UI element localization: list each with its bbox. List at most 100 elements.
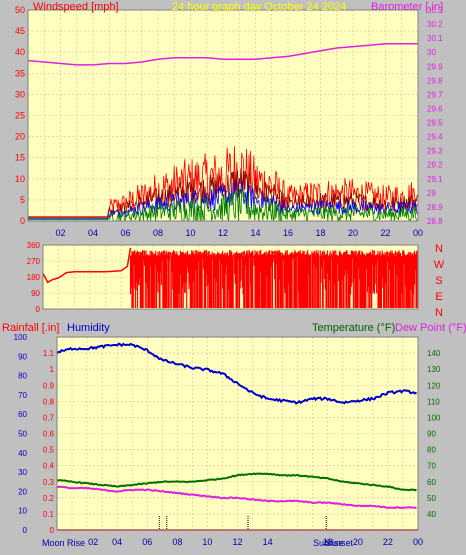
barometer-tick-label: 30.1 [427, 34, 443, 43]
humidity-tick-label: 70 [18, 391, 27, 400]
compass-label: N [435, 307, 443, 319]
windspeed-tick-label: 25 [15, 111, 25, 121]
x-tick-label: 08 [172, 537, 182, 547]
windspeed-axis-label: Windspeed [mph] [33, 1, 119, 13]
barometer-tick-label: 28.8 [427, 217, 443, 226]
temperature-axis-label: Temperature (°F) [312, 322, 395, 334]
rainfall-tick-label: 0 [50, 526, 55, 535]
windspeed-tick-label: 45 [15, 26, 25, 36]
barometer-tick-label: 29.2 [427, 161, 443, 170]
windspeed-tick-label: 15 [15, 153, 25, 163]
temperature-tick-label: 70 [427, 462, 436, 471]
wind-direction-axis-ticks: 360 270 180 90 0 [27, 241, 41, 314]
x-tick-label: 20 [353, 537, 363, 547]
barometer-tick-label: 29.5 [427, 119, 443, 128]
temperature-tick-label: 130 [427, 365, 441, 374]
wind-direction-frame [42, 244, 419, 310]
direction-tick-label: 180 [27, 273, 41, 282]
humidity-tick-label: 100 [14, 333, 28, 342]
x-tick-label: 04 [88, 228, 98, 238]
event-markers [158, 516, 327, 530]
rainfall-axis-ticks: 1.1 1 0.9 0.8 0.7 0.6 0.5 0.4 0.3 0.2 0.1 0 [43, 349, 55, 535]
x-tick-label: 08 [153, 228, 163, 238]
barometer-tick-label: 29.9 [427, 62, 443, 71]
barometer-axis-label: Barometer [.in] [371, 1, 443, 13]
temperature-tick-label: 90 [427, 430, 436, 439]
windspeed-tick-label: 35 [15, 68, 25, 78]
barometer-tick-label: 29.8 [427, 76, 443, 85]
humidity-tick-label: 20 [18, 487, 27, 496]
temperature-line [56, 472, 417, 492]
barometer-tick-label: 29.1 [427, 175, 443, 184]
rainfall-axis-label: Rainfall [.in] [2, 322, 59, 334]
barometer-line [27, 43, 418, 66]
wind-green-line [28, 188, 418, 223]
rain-humidity-temp-frame [56, 336, 419, 531]
rainfall-tick-label: 0.2 [43, 494, 55, 503]
barometer-tick-label: 28.9 [427, 203, 443, 212]
barometer-tick-label: 30.2 [427, 20, 443, 29]
barometer-tick-label: 30 [427, 48, 436, 57]
rainfall-tick-label: 0.7 [43, 413, 55, 422]
x-tick-label: 00 [413, 537, 423, 547]
humidity-tick-label: 80 [18, 372, 27, 381]
x-tick-label: 20 [348, 228, 358, 238]
temperature-tick-label: 100 [427, 413, 441, 422]
humidity-tick-label: 50 [18, 430, 27, 439]
x-tick-label: 04 [112, 537, 122, 547]
x-tick-label: 00 [413, 228, 423, 238]
rainfall-tick-label: 0.3 [43, 478, 55, 487]
temperature-tick-label: 60 [427, 478, 436, 487]
humidity-tick-label: 0 [23, 526, 28, 535]
windspeed-tick-label: 50 [15, 5, 25, 15]
x-tick-label: 10 [202, 537, 212, 547]
direction-tick-label: 0 [36, 305, 41, 314]
direction-tick-label: 90 [31, 289, 40, 298]
wind-baro-x-ticks: 02 04 06 08 10 12 14 16 18 20 22 00 [55, 228, 423, 238]
x-tick-label: 12 [232, 537, 242, 547]
x-tick-label: 10 [185, 228, 195, 238]
windspeed-tick-label: 30 [15, 89, 25, 99]
compass-label: S [435, 275, 442, 287]
temperature-tick-label: 120 [427, 381, 441, 390]
x-tick-label: 02 [55, 228, 65, 238]
windspeed-tick-label: 5 [20, 195, 25, 205]
barometer-tick-label: 30.3 [427, 6, 443, 15]
barometer-tick-label: 29.3 [427, 147, 443, 156]
moon-rise-label: Moon Rise [42, 538, 85, 548]
humidity-tick-label: 60 [18, 410, 27, 419]
x-tick-label: 14 [250, 228, 260, 238]
rainfall-tick-label: 0.8 [43, 397, 55, 406]
x-tick-label: 18 [315, 228, 325, 238]
wind-direction-series [42, 247, 418, 308]
rain-humidity-x-ticks: 04 06 08 10 12 14 18 20 22 00 02 [88, 537, 423, 547]
x-tick-label: 12 [218, 228, 228, 238]
windspeed-tick-label: 20 [15, 132, 25, 142]
rainfall-tick-label: 0.5 [43, 446, 55, 455]
direction-tick-label: 360 [27, 241, 41, 250]
x-tick-label: 14 [263, 537, 273, 547]
rainfall-tick-label: 0.9 [43, 381, 55, 390]
rainfall-tick-label: 0.1 [43, 510, 55, 519]
temperature-tick-label: 50 [427, 494, 436, 503]
wind-direction-bars [129, 250, 418, 308]
direction-tick-label: 270 [27, 257, 41, 266]
wind-direction-line [42, 247, 132, 284]
wind-baro-frame [27, 9, 419, 222]
x-tick-label: 16 [283, 228, 293, 238]
temperature-tick-label: 80 [427, 446, 436, 455]
x-tick-label: 06 [142, 537, 152, 547]
windspeed-tick-label: 40 [15, 47, 25, 57]
rainfall-tick-label: 0.6 [43, 430, 55, 439]
rainfall-tick-label: 0.4 [43, 462, 55, 471]
humidity-tick-label: 40 [18, 449, 27, 458]
humidity-tick-label: 30 [18, 468, 27, 477]
wind-blue-line [28, 180, 418, 220]
temperature-axis-ticks: 140 130 120 110 100 90 80 70 60 50 40 [427, 349, 441, 519]
humidity-axis-label: Humidity [67, 322, 110, 334]
x-tick-label: 18 [323, 537, 333, 547]
rainfall-tick-label: 1 [50, 365, 55, 374]
compass-label: N [435, 243, 443, 255]
